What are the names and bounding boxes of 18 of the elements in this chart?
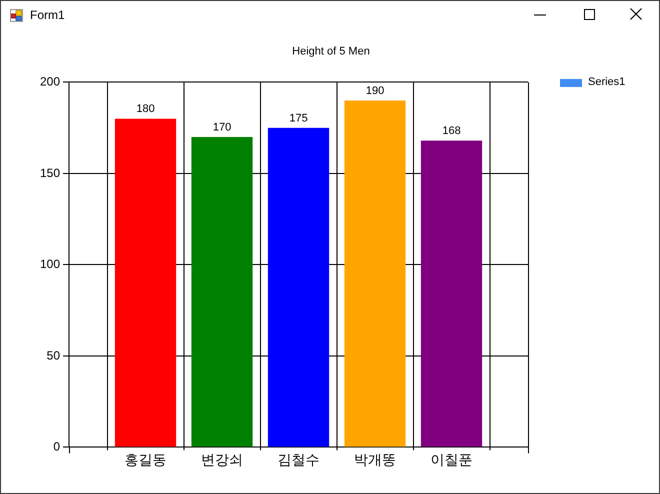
x-tick-label: 홍길동 (124, 451, 167, 468)
y-tick-label: 100 (40, 257, 60, 272)
y-tick-label: 200 (40, 74, 60, 89)
chart-title: Height of 5 Men (292, 46, 370, 58)
x-tick-label: 박개똥 (354, 451, 396, 468)
y-tick-label: 150 (40, 166, 60, 180)
data-label: 170 (212, 121, 232, 134)
data-label: 168 (442, 125, 461, 138)
x-tick-label: 김철수 (278, 451, 320, 468)
x-tick-label: 변강쇠 (201, 451, 244, 468)
data-label: 190 (366, 84, 384, 97)
y-tick-label: 0 (53, 440, 60, 454)
x-tick-label: 이칠푼 (430, 451, 473, 468)
data-label: 175 (289, 112, 308, 124)
data-label: 180 (136, 103, 155, 116)
text: Form1 (30, 8, 65, 22)
text: Series1 (588, 76, 626, 90)
y-tick-label: 50 (46, 348, 60, 362)
